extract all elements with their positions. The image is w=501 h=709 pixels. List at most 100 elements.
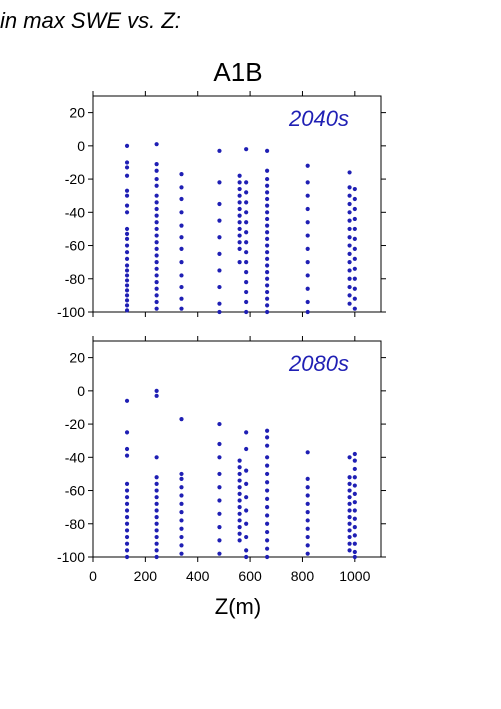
data-point — [347, 301, 352, 306]
data-point — [179, 534, 184, 540]
data-point — [217, 511, 222, 516]
data-point — [217, 441, 222, 447]
data-point — [179, 501, 184, 506]
data-point — [305, 501, 310, 506]
data-point — [347, 185, 352, 190]
data-point — [305, 485, 310, 490]
data-point — [154, 253, 159, 258]
data-point — [352, 524, 357, 530]
data-point — [124, 278, 130, 283]
x-tick-label: 1000 — [339, 568, 370, 584]
data-point — [154, 142, 159, 147]
data-point — [124, 495, 130, 500]
data-point — [305, 180, 310, 185]
data-point — [124, 231, 130, 237]
data-point — [237, 206, 242, 212]
data-point — [265, 283, 270, 288]
data-point — [154, 455, 159, 460]
data-point — [265, 196, 270, 202]
data-point — [179, 471, 184, 477]
data-point — [124, 430, 130, 435]
data-point — [124, 250, 130, 255]
data-point — [124, 165, 130, 170]
data-point — [244, 289, 249, 295]
data-point — [352, 306, 357, 311]
data-point — [347, 515, 352, 520]
data-point — [217, 421, 222, 427]
y-tick-label: -20 — [65, 416, 85, 432]
data-point — [305, 493, 310, 498]
data-point — [352, 296, 357, 301]
data-point — [265, 554, 270, 560]
y-tick-label: -20 — [65, 171, 85, 187]
data-point — [237, 186, 242, 192]
data-point — [265, 463, 270, 468]
data-point — [124, 188, 130, 193]
data-point — [124, 554, 130, 560]
y-tick-label: -60 — [65, 238, 85, 254]
data-point — [237, 180, 242, 185]
data-point — [352, 491, 357, 496]
data-point — [217, 218, 222, 223]
data-point — [237, 465, 242, 470]
data-point — [305, 309, 310, 315]
data-point — [124, 236, 130, 241]
data-point — [237, 471, 242, 477]
data-point — [124, 203, 130, 208]
data-point — [347, 495, 352, 500]
data-point — [179, 284, 184, 290]
data-point — [154, 220, 159, 225]
data-point — [352, 458, 357, 463]
data-point — [237, 478, 242, 483]
data-point — [347, 455, 352, 460]
data-point — [179, 493, 184, 498]
data-point — [305, 193, 310, 198]
data-point — [305, 220, 310, 225]
y-tick-label: -100 — [57, 549, 85, 565]
data-point — [265, 496, 270, 501]
data-point — [179, 543, 184, 548]
data-point — [124, 173, 130, 178]
data-point — [244, 534, 249, 540]
data-point — [154, 162, 159, 167]
data-point — [244, 240, 249, 245]
data-point — [347, 193, 352, 198]
data-point — [305, 299, 310, 305]
data-point — [237, 193, 242, 198]
data-point — [237, 498, 242, 503]
data-point — [347, 528, 352, 533]
data-point — [124, 226, 130, 232]
x-tick-label: 600 — [238, 568, 262, 584]
data-point — [154, 388, 159, 393]
data-point — [265, 428, 270, 433]
data-point — [124, 398, 130, 403]
data-point — [352, 466, 357, 472]
panel-2040s: 20 0 -20 -40 -60 -80 -100 2040s — [57, 91, 386, 320]
data-point — [154, 534, 159, 540]
y-tick-label: -100 — [57, 304, 85, 320]
data-point — [265, 176, 270, 182]
data-point — [347, 475, 352, 480]
data-point — [352, 276, 357, 281]
data-point — [347, 508, 352, 513]
data-point — [179, 296, 184, 301]
data-point — [305, 518, 310, 523]
data-point — [154, 168, 159, 173]
data-point — [124, 515, 130, 520]
data-point — [265, 190, 270, 195]
data-point — [352, 286, 357, 291]
data-point — [124, 548, 130, 553]
data-point — [347, 501, 352, 506]
data-point — [347, 276, 352, 281]
data-point — [352, 483, 357, 488]
data-point — [265, 289, 270, 295]
data-point — [154, 240, 159, 245]
data-point — [154, 501, 159, 506]
data-point — [217, 284, 222, 290]
data-point — [265, 471, 270, 477]
data-point — [179, 260, 184, 265]
data-point — [154, 541, 159, 546]
data-point — [124, 160, 130, 165]
data-point — [154, 213, 159, 218]
